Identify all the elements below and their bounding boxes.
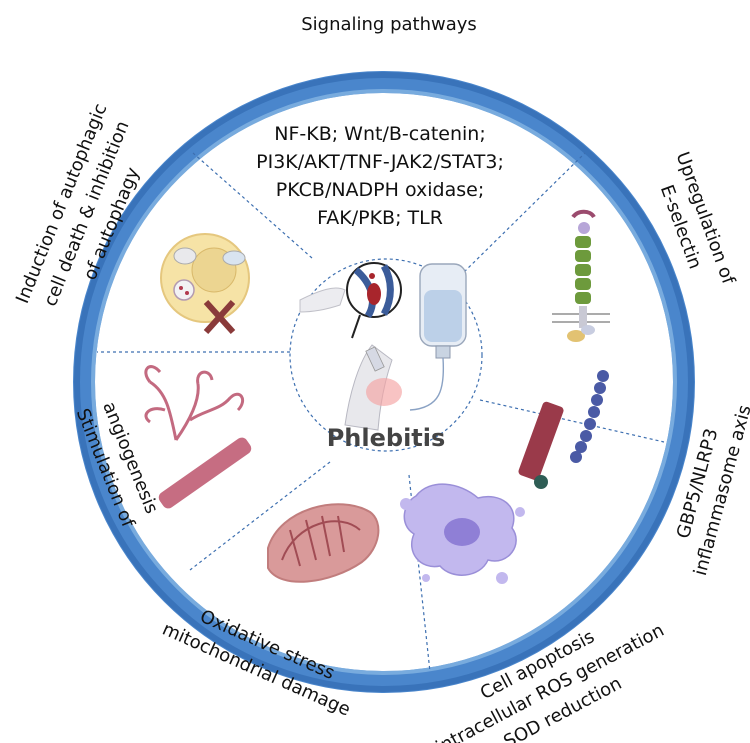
inflammation-spot bbox=[366, 378, 402, 406]
divider-2 bbox=[459, 152, 586, 277]
pathway-line-4: FAK/PKB; TLR bbox=[317, 207, 443, 229]
e-selectin-icon bbox=[552, 209, 610, 342]
segment-dividers bbox=[97, 152, 665, 673]
autophagy-cell-icon bbox=[160, 233, 250, 335]
mitochondrion-icon bbox=[267, 503, 380, 583]
pathway-line-2: PI3K/AKT/TNF-JAK2/STAT3; bbox=[256, 151, 504, 173]
outer-ring bbox=[73, 71, 695, 693]
inflammasome-icon bbox=[518, 370, 609, 489]
label-signaling-pathways: Signaling pathways bbox=[301, 14, 477, 35]
pathway-line-3: PKCB/NADPH oxidase; bbox=[276, 179, 484, 201]
divider-3 bbox=[479, 399, 665, 443]
angiogenesis-icon bbox=[144, 365, 252, 509]
center-illustration: Phlebitis bbox=[299, 262, 467, 452]
pathways-text-box: NF-KB; Wnt/B-catenin; PI3K/AKT/TNF-JAK2/… bbox=[256, 123, 504, 229]
apoptosis-icon bbox=[400, 483, 525, 584]
divider-1 bbox=[192, 152, 313, 259]
center-title: Phlebitis bbox=[327, 424, 446, 452]
pathway-line-1: NF-KB; Wnt/B-catenin; bbox=[274, 123, 486, 145]
